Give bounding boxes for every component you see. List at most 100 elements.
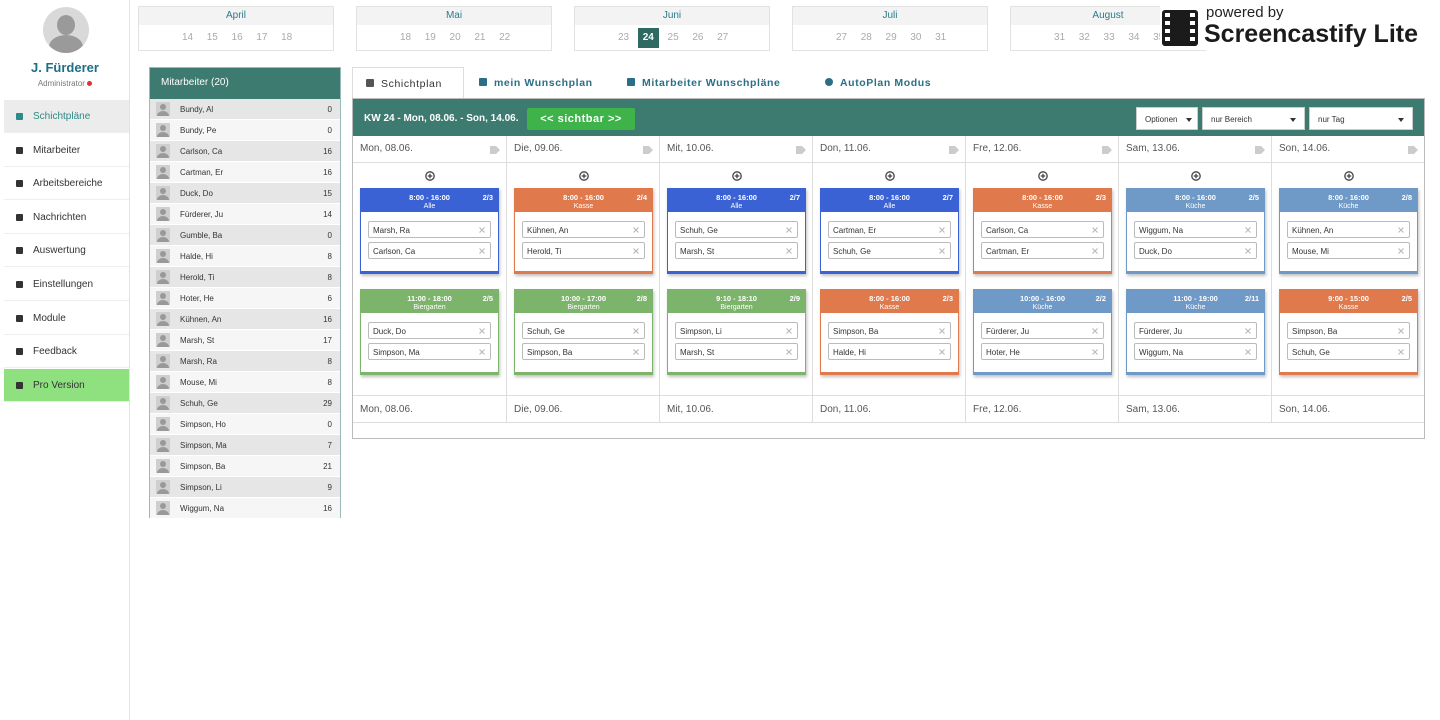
add-shift[interactable] — [424, 171, 435, 181]
week[interactable]: 19 — [424, 32, 436, 43]
remove-employee[interactable] — [1245, 248, 1251, 254]
shift-card[interactable]: 10:00 - 16:00 Küche 2/2 Fürderer, Ju Hoter, … — [973, 289, 1112, 375]
week[interactable]: 23 — [617, 32, 630, 43]
nav-item[interactable]: Nachrichten — [4, 200, 129, 234]
employee-row[interactable]: Cartman, Er 16 — [150, 162, 340, 183]
shift-card[interactable]: 11:00 - 18:00 Biergarten 2/5 Duck, Do Simpso… — [360, 289, 499, 375]
week[interactable]: 22 — [499, 32, 511, 43]
employee-row[interactable]: Bundy, Pe 0 — [150, 120, 340, 141]
remove-employee[interactable] — [1092, 349, 1098, 355]
week[interactable]: 18 — [281, 32, 293, 43]
tab[interactable]: Schichtplan — [352, 67, 464, 98]
shift-card[interactable]: 8:00 - 16:00 Küche 2/8 Kühnen, An Mouse, Mi — [1279, 188, 1418, 274]
dropdown[interactable]: nur Bereich — [1202, 107, 1305, 130]
nav-item[interactable]: Schichtpläne — [4, 100, 129, 133]
remove-employee[interactable] — [633, 227, 639, 233]
remove-employee[interactable] — [786, 349, 792, 355]
remove-employee[interactable] — [1092, 248, 1098, 254]
employee-row[interactable]: Hoter, He 6 — [150, 288, 340, 309]
week[interactable]: 29 — [885, 32, 897, 43]
dropdown[interactable]: Optionen — [1136, 107, 1198, 130]
shift-card[interactable]: 8:00 - 16:00 Kasse 2/3 Simpson, Ba Halde, Hi — [820, 289, 959, 375]
remove-employee[interactable] — [1245, 227, 1251, 233]
week[interactable]: 31 — [935, 32, 947, 43]
employee-row[interactable]: Marsh, St 17 — [150, 330, 340, 351]
week[interactable]: 21 — [474, 32, 486, 43]
remove-employee[interactable] — [1245, 328, 1251, 334]
remove-employee[interactable] — [479, 248, 485, 254]
employee-row[interactable]: Schuh, Ge 29 — [150, 393, 340, 414]
employee-row[interactable]: Carlson, Ca 16 — [150, 141, 340, 162]
employee-row[interactable]: Halde, Hi 8 — [150, 246, 340, 267]
add-shift[interactable] — [731, 171, 742, 181]
week[interactable]: 25 — [667, 32, 679, 43]
week[interactable]: 34 — [1128, 32, 1140, 43]
nav-item[interactable]: Feedback — [4, 335, 129, 369]
employee-row[interactable]: Wiggum, Na 16 — [150, 498, 340, 519]
employee-row[interactable]: Gumble, Ba 0 — [150, 225, 340, 246]
add-shift[interactable] — [1037, 171, 1048, 181]
week[interactable]: 32 — [1078, 32, 1090, 43]
remove-employee[interactable] — [939, 227, 945, 233]
tab[interactable]: AutoPlan Modus — [812, 67, 952, 98]
employee-row[interactable]: Simpson, Ba 21 — [150, 456, 340, 477]
shift-card[interactable]: 9:00 - 15:00 Kasse 2/5 Simpson, Ba Schuh, Ge — [1279, 289, 1418, 375]
add-shift[interactable] — [884, 171, 895, 181]
employee-row[interactable]: Duck, Do 15 — [150, 183, 340, 204]
employee-row[interactable]: Mouse, Mi 8 — [150, 372, 340, 393]
nav-item[interactable]: Mitarbeiter — [4, 133, 129, 167]
week[interactable]: 15 — [206, 32, 218, 43]
nav-item[interactable]: Pro Version — [4, 368, 129, 402]
remove-employee[interactable] — [786, 227, 792, 233]
dropdown[interactable]: nur Tag — [1309, 107, 1413, 130]
remove-employee[interactable] — [633, 328, 639, 334]
remove-employee[interactable] — [1092, 227, 1098, 233]
week[interactable]: 28 — [860, 32, 872, 43]
remove-employee[interactable] — [1398, 227, 1404, 233]
add-shift[interactable] — [1190, 171, 1201, 181]
week[interactable]: 27 — [717, 32, 729, 43]
remove-employee[interactable] — [939, 328, 945, 334]
remove-employee[interactable] — [479, 349, 485, 355]
remove-employee[interactable] — [1092, 328, 1098, 334]
tab[interactable]: mein Wunschplan — [466, 67, 606, 98]
employee-row[interactable]: Herold, Ti 8 — [150, 267, 340, 288]
employee-row[interactable]: Simpson, Ho 0 — [150, 414, 340, 435]
nav-item[interactable]: Auswertung — [4, 234, 129, 268]
week[interactable]: 31 — [1053, 32, 1066, 43]
shift-card[interactable]: 8:00 - 16:00 Alle 2/7 Schuh, Ge Marsh, St — [667, 188, 806, 274]
remove-employee[interactable] — [479, 328, 485, 334]
week[interactable]: 33 — [1103, 32, 1115, 43]
remove-employee[interactable] — [479, 227, 485, 233]
employee-row[interactable]: Simpson, Li 9 — [150, 477, 340, 498]
week[interactable]: 14 — [181, 32, 194, 43]
visibility-button[interactable]: << sichtbar >> — [527, 108, 635, 130]
remove-employee[interactable] — [633, 248, 639, 254]
week[interactable]: 24 — [637, 28, 659, 48]
nav-item[interactable]: Einstellungen — [4, 268, 129, 301]
shift-card[interactable]: 10:00 - 17:00 Biergarten 2/8 Schuh, Ge Simps… — [514, 289, 653, 375]
remove-employee[interactable] — [1398, 328, 1404, 334]
week[interactable]: 20 — [449, 32, 461, 43]
remove-employee[interactable] — [1398, 248, 1404, 254]
tab[interactable]: Mitarbeiter Wunschpläne — [614, 67, 804, 98]
employee-row[interactable]: Kühnen, An 16 — [150, 309, 340, 330]
add-shift[interactable] — [578, 171, 589, 181]
nav-item[interactable]: Module — [4, 301, 129, 335]
employee-row[interactable]: Bundy, Al 0 — [150, 99, 340, 120]
remove-employee[interactable] — [939, 248, 945, 254]
remove-employee[interactable] — [1245, 349, 1251, 355]
shift-card[interactable]: 8:00 - 16:00 Alle 2/3 Marsh, Ra Carlson, Ca — [360, 188, 499, 274]
week[interactable]: 26 — [692, 32, 704, 43]
add-shift[interactable] — [1343, 171, 1354, 181]
remove-employee[interactable] — [1398, 349, 1404, 355]
week[interactable]: 18 — [399, 32, 412, 43]
week[interactable]: 27 — [835, 32, 848, 43]
employee-row[interactable]: Marsh, Ra 8 — [150, 351, 340, 372]
shift-card[interactable]: 8:00 - 16:00 Alle 2/7 Cartman, Er Schuh, Ge — [820, 188, 959, 274]
remove-employee[interactable] — [633, 349, 639, 355]
employee-row[interactable]: Fürderer, Ju 14 — [150, 204, 340, 225]
week[interactable]: 16 — [231, 32, 243, 43]
remove-employee[interactable] — [786, 248, 792, 254]
remove-employee[interactable] — [786, 328, 792, 334]
